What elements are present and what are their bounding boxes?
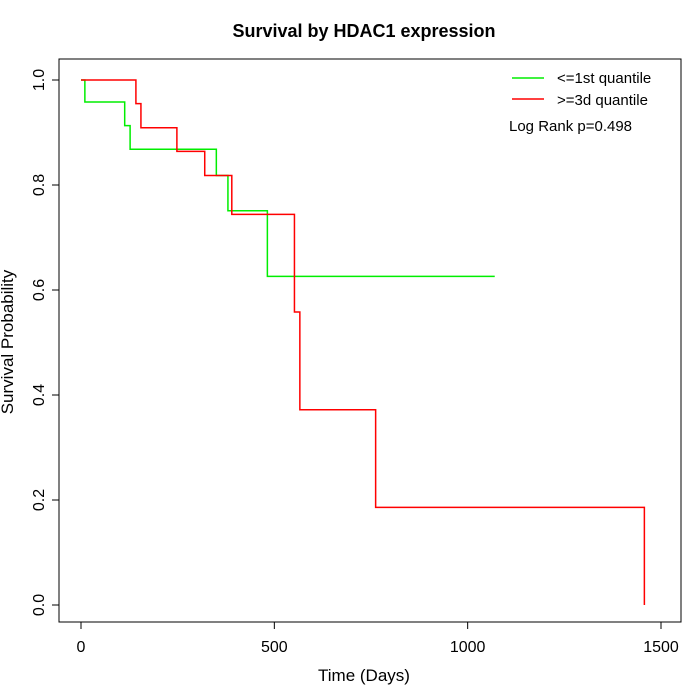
x-axis-label: Time (Days) bbox=[318, 666, 410, 685]
y-tick-label: 0.6 bbox=[31, 279, 48, 301]
series-line-low-quantile bbox=[81, 79, 495, 278]
y-tick-label: 0.4 bbox=[31, 384, 48, 406]
survival-curves bbox=[81, 79, 646, 605]
y-tick-label: 0.0 bbox=[31, 594, 48, 616]
y-axis-label: Survival Probability bbox=[0, 269, 17, 414]
legend-label-high-quantile: >=3d quantile bbox=[557, 92, 648, 109]
x-axis: 0 500 1000 1500 bbox=[77, 621, 679, 656]
y-tick-label: 0.8 bbox=[31, 174, 48, 196]
x-tick-label: 1000 bbox=[450, 639, 486, 656]
chart-title: Survival by HDAC1 expression bbox=[232, 21, 495, 41]
series-line-high-quantile bbox=[81, 79, 646, 605]
y-tick-label: 1.0 bbox=[31, 69, 48, 91]
plot-frame bbox=[58, 58, 682, 623]
x-tick-label: 1500 bbox=[643, 639, 679, 656]
legend: <=1st quantile >=3d quantile Log Rank p=… bbox=[509, 70, 651, 135]
legend-label-low-quantile: <=1st quantile bbox=[557, 70, 651, 87]
x-tick-label: 0 bbox=[77, 639, 86, 656]
y-axis: 0.0 0.2 0.4 0.6 0.8 1.0 bbox=[31, 69, 60, 616]
x-tick-label: 500 bbox=[261, 639, 288, 656]
log-rank-annotation: Log Rank p=0.498 bbox=[509, 118, 632, 135]
y-tick-label: 0.2 bbox=[31, 489, 48, 511]
